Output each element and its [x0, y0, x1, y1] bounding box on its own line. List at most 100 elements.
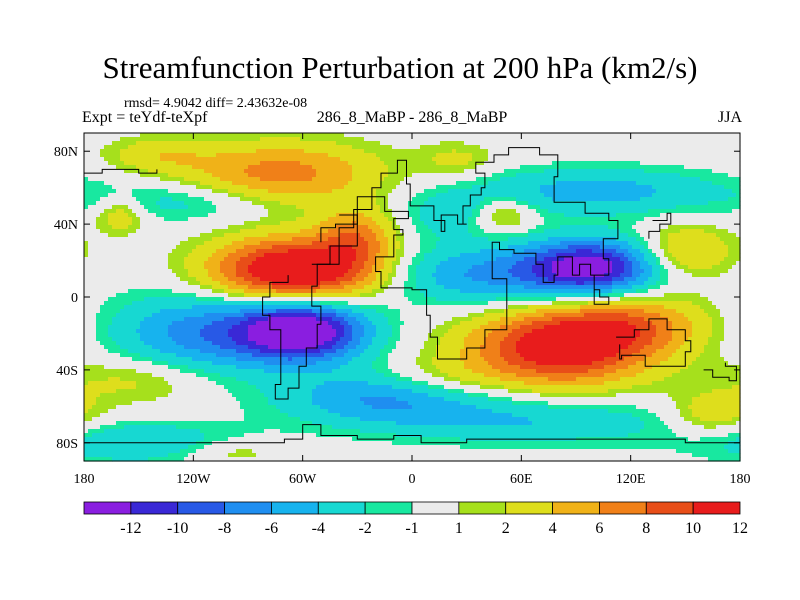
- field-cell: [100, 425, 125, 430]
- field-cell: [84, 305, 101, 310]
- field-cell: [256, 149, 305, 154]
- colorbar-label: -2: [358, 520, 371, 537]
- field-cell: [380, 185, 397, 190]
- field-cell: [712, 333, 725, 338]
- field-cell: [248, 285, 273, 290]
- field-cell: [432, 361, 465, 366]
- field-cell: [248, 381, 325, 386]
- field-cell: [356, 253, 369, 258]
- field-cell: [392, 385, 429, 390]
- field-cell: [504, 357, 525, 362]
- field-cell: [652, 353, 673, 358]
- field-cell: [640, 265, 653, 270]
- field-cell: [188, 269, 209, 274]
- field-cell: [300, 137, 365, 142]
- field-cell: [644, 253, 653, 258]
- field-cell: [628, 321, 653, 326]
- field-cell: [684, 165, 741, 170]
- field-cell: [364, 149, 453, 154]
- field-cell: [120, 377, 165, 382]
- field-cell: [140, 225, 229, 230]
- field-cell: [544, 169, 645, 174]
- field-cell: [364, 265, 373, 270]
- field-cell: [352, 221, 357, 226]
- field-cell: [692, 325, 713, 330]
- field-cell: [236, 269, 249, 274]
- field-cell: [208, 213, 269, 218]
- field-cell: [280, 409, 329, 414]
- field-cell: [396, 253, 405, 258]
- field-cell: [672, 353, 701, 358]
- field-cell: [512, 253, 537, 258]
- field-cell: [204, 445, 461, 450]
- field-cell: [316, 169, 353, 174]
- field-cell: [172, 389, 229, 394]
- field-cell: [120, 309, 161, 314]
- field-cell: [84, 201, 97, 206]
- field-cell: [408, 209, 421, 214]
- field-cell: [388, 253, 397, 258]
- field-cell: [84, 277, 181, 282]
- field-cell: [652, 365, 689, 370]
- field-cell: [184, 345, 221, 350]
- field-cell: [660, 245, 669, 250]
- field-cell: [84, 329, 97, 334]
- field-cell: [460, 445, 725, 450]
- field-cell: [728, 245, 741, 250]
- field-cell: [636, 325, 657, 330]
- field-cell: [172, 385, 225, 390]
- field-cell: [208, 377, 237, 382]
- field-cell: [404, 233, 421, 238]
- field-cell: [88, 241, 181, 246]
- field-cell: [624, 253, 633, 258]
- field-cell: [536, 273, 557, 278]
- field-cell: [104, 345, 121, 350]
- field-cell: [464, 365, 493, 370]
- field-cell: [580, 309, 645, 314]
- field-cell: [188, 365, 237, 370]
- field-cell: [512, 273, 537, 278]
- field-cell: [96, 313, 117, 318]
- field-cell: [448, 329, 473, 334]
- field-cell: [316, 361, 349, 366]
- colorbar-label: 6: [595, 520, 603, 537]
- field-cell: [252, 353, 325, 358]
- field-cell: [400, 225, 417, 230]
- field-cell: [432, 329, 449, 334]
- field-cell: [108, 217, 133, 222]
- field-cell: [724, 185, 741, 190]
- field-cell: [412, 197, 429, 202]
- field-cell: [508, 269, 533, 274]
- field-cell: [512, 321, 533, 326]
- field-cell: [204, 433, 245, 438]
- colorbar-swatch: [130, 501, 179, 515]
- field-cell: [712, 389, 741, 394]
- field-cell: [84, 417, 93, 422]
- field-cell: [676, 401, 693, 406]
- field-cell: [436, 185, 473, 190]
- field-cell: [660, 257, 669, 262]
- field-cell: [656, 333, 673, 338]
- field-cell: [496, 257, 525, 262]
- field-cell: [320, 405, 373, 410]
- field-cell: [552, 161, 641, 166]
- field-cell: [576, 281, 585, 286]
- field-cell: [96, 333, 109, 338]
- field-cell: [668, 273, 693, 278]
- run-comparison-label: 286_8_MaBP - 286_8_MaBP: [316, 109, 508, 126]
- field-cell: [348, 321, 361, 326]
- colorbar-label: 4: [549, 520, 557, 537]
- field-cell: [132, 221, 141, 226]
- field-cell: [460, 253, 513, 258]
- field-cell: [640, 273, 653, 278]
- field-cell: [168, 381, 217, 386]
- field-cell: [636, 237, 645, 242]
- field-cell: [168, 189, 213, 194]
- field-cell: [608, 409, 649, 414]
- field-cell: [116, 189, 133, 194]
- field-cell: [180, 241, 205, 246]
- field-cell: [652, 193, 737, 198]
- field-cell: [540, 393, 617, 398]
- field-cell: [672, 333, 693, 338]
- field-cell: [636, 221, 741, 226]
